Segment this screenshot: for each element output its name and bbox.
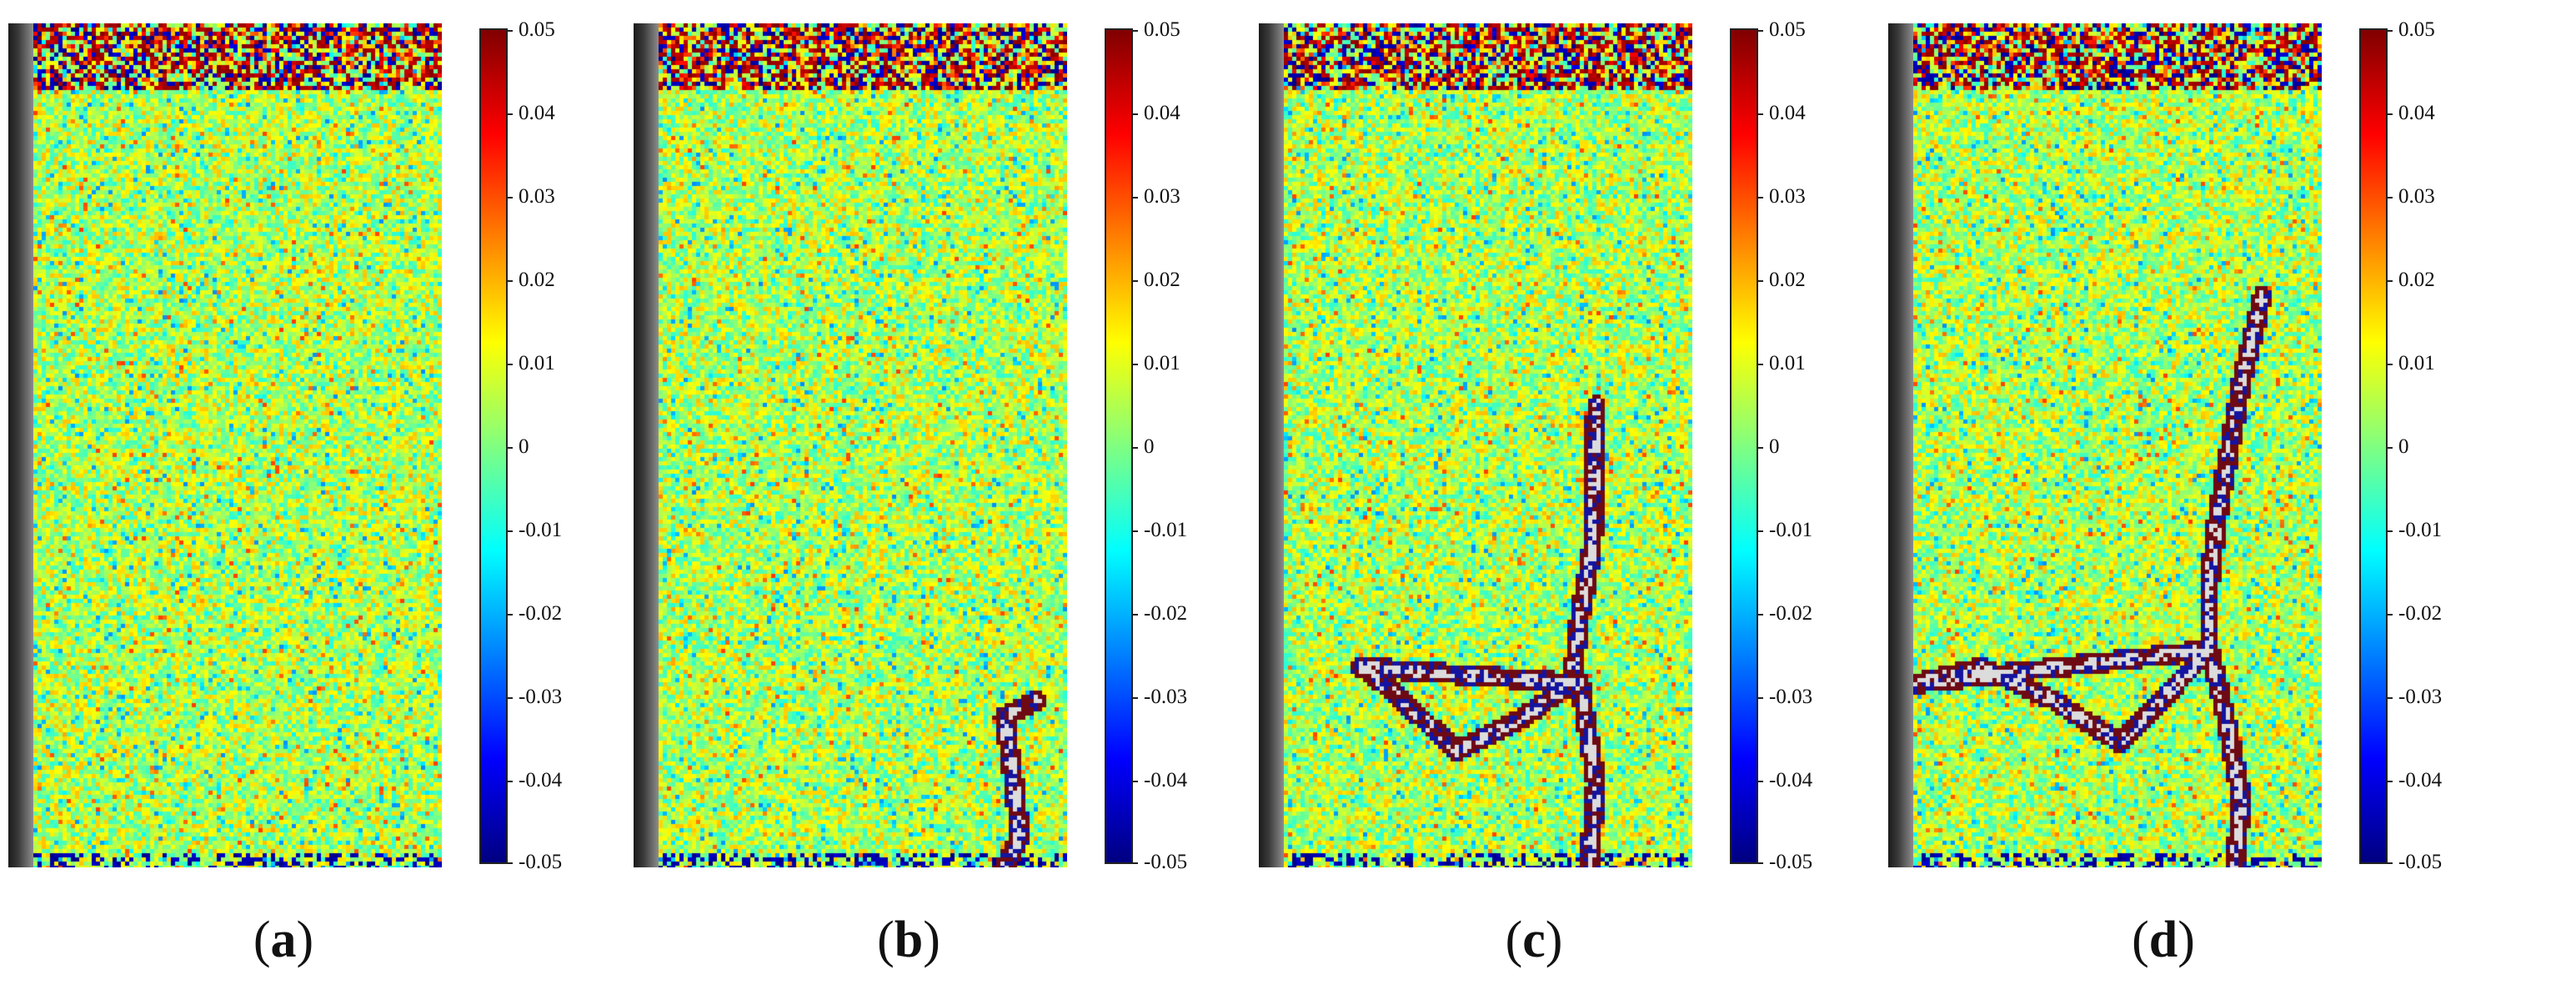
colorbar-tick: 0.02 (507, 269, 555, 291)
colorbar-tick: 0.04 (1132, 102, 1180, 124)
colorbar-tick: -0.01 (2386, 519, 2443, 541)
strain-map-b (634, 23, 1067, 867)
panel-label: (b) (877, 912, 940, 968)
colorbar-tick: -0.05 (1131, 851, 1188, 873)
colorbar-tick: 0.05 (1757, 18, 1806, 41)
colorbar (479, 28, 508, 864)
colorbar-tick: 0.02 (1132, 269, 1180, 291)
colorbar-tick: -0.03 (1757, 686, 1813, 708)
colorbar-tick: 0.01 (1132, 352, 1180, 374)
colorbar-tick: 0.03 (2387, 185, 2435, 208)
colorbar-tick: -0.03 (506, 686, 563, 708)
strain-field (659, 23, 1067, 867)
strain-map-a (8, 23, 442, 867)
specimen-frame (634, 23, 659, 867)
panel-d: 0.05 0.04 0.03 0.02 0.01 0 -0.01 -0.02 -… (1888, 0, 2505, 1005)
colorbar-tick: -0.01 (506, 519, 563, 541)
strain-map-c (1259, 23, 1692, 867)
specimen-frame (1259, 23, 1284, 867)
colorbar-tick: 0.05 (2387, 18, 2435, 41)
panel-a: 0.05 0.04 0.03 0.02 0.01 0 -0.01 -0.02 -… (8, 0, 625, 1005)
colorbar-tick: 0.03 (1132, 185, 1180, 208)
specimen-frame (8, 23, 33, 867)
strain-map-d (1888, 23, 2322, 867)
colorbar-tick: 0.01 (2387, 352, 2435, 374)
colorbar-tick: 0.02 (2387, 269, 2435, 291)
colorbar-tick: -0.02 (2386, 602, 2443, 625)
panel-label: (d) (2132, 912, 2195, 968)
colorbar-tick: 0.04 (507, 102, 555, 124)
colorbar (1105, 28, 1133, 864)
strain-field (1913, 23, 2322, 867)
panel-label: (c) (1505, 912, 1563, 968)
panel-label: (a) (253, 912, 314, 968)
colorbar-tick: -0.04 (2386, 769, 2443, 791)
colorbar-tick: -0.04 (506, 769, 563, 791)
colorbar (1730, 28, 1758, 864)
colorbar-tick: -0.02 (1131, 602, 1188, 625)
colorbar-tick: -0.04 (1131, 769, 1188, 791)
colorbar-tick: 0 (1132, 435, 1155, 458)
colorbar-tick: -0.02 (1757, 602, 1813, 625)
colorbar-tick: 0.04 (1757, 102, 1806, 124)
colorbar-tick: -0.04 (1757, 769, 1813, 791)
colorbar (2359, 28, 2388, 864)
colorbar-tick: 0.03 (507, 185, 555, 208)
panel-b: 0.05 0.04 0.03 0.02 0.01 0 -0.01 -0.02 -… (634, 0, 1250, 1005)
colorbar-tick: 0.04 (2387, 102, 2435, 124)
colorbar-tick: -0.01 (1757, 519, 1813, 541)
colorbar-tick: 0.05 (507, 18, 555, 41)
colorbar-tick: 0.01 (507, 352, 555, 374)
specimen-frame (1888, 23, 1913, 867)
colorbar-tick: -0.05 (1757, 851, 1813, 873)
colorbar-tick: 0 (507, 435, 529, 458)
colorbar-tick: -0.02 (506, 602, 563, 625)
strain-field (33, 23, 442, 867)
colorbar-tick: 0 (1757, 435, 1780, 458)
colorbar-tick: -0.01 (1131, 519, 1188, 541)
colorbar-tick: 0.03 (1757, 185, 1806, 208)
colorbar-tick: 0.05 (1132, 18, 1180, 41)
colorbar-tick: -0.03 (1131, 686, 1188, 708)
panel-c: 0.05 0.04 0.03 0.02 0.01 0 -0.01 -0.02 -… (1259, 0, 1876, 1005)
strain-field (1284, 23, 1692, 867)
colorbar-tick: -0.03 (2386, 686, 2443, 708)
colorbar-tick: -0.05 (506, 851, 563, 873)
colorbar-tick: -0.05 (2386, 851, 2443, 873)
colorbar-tick: 0 (2387, 435, 2409, 458)
colorbar-tick: 0.02 (1757, 269, 1806, 291)
colorbar-tick: 0.01 (1757, 352, 1806, 374)
